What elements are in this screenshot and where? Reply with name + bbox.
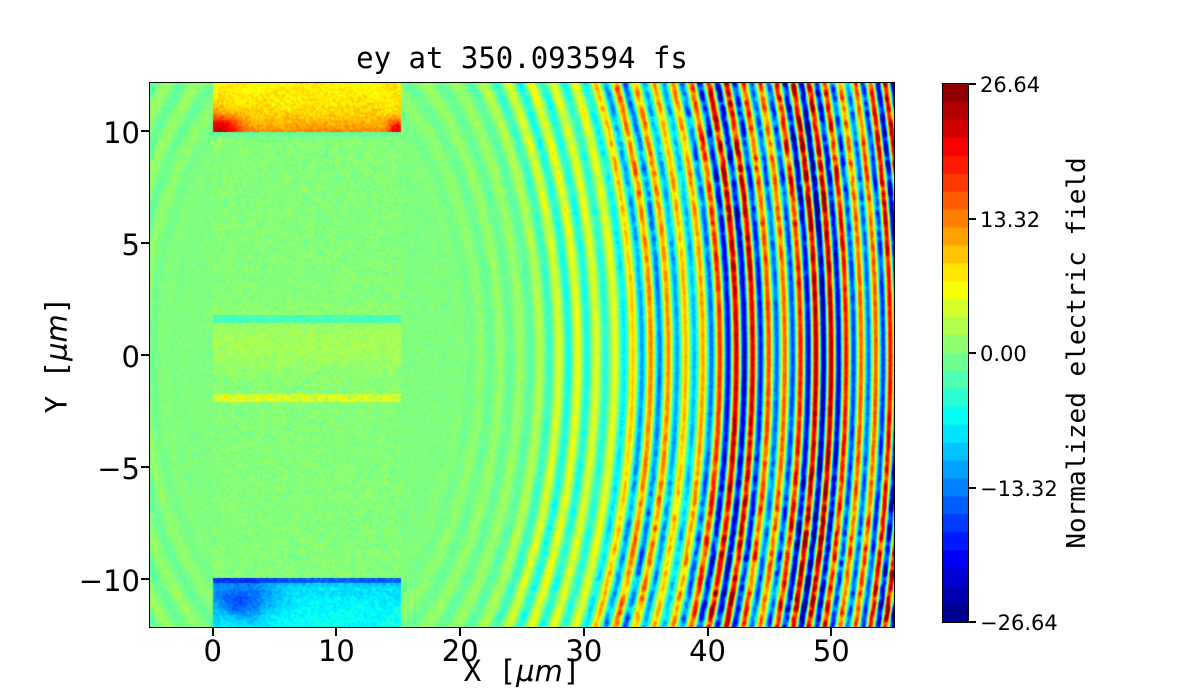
colorbar-tick-label: 13.32	[980, 207, 1041, 232]
colorbar-tick-label: 26.64	[980, 73, 1041, 97]
y-tick-label: 5	[121, 228, 140, 263]
x-axis-label-mu: μm	[516, 654, 563, 688]
colorbar-tick-mark	[969, 486, 976, 489]
colorbar-tick-label: −13.32	[980, 476, 1058, 501]
y-tick-label: −5	[97, 451, 140, 486]
colorbar-tick-mark	[969, 83, 976, 85]
y-tick-mark	[141, 130, 149, 133]
colorbar-label: Normalized electric field	[1062, 157, 1092, 549]
plot-area	[149, 82, 895, 628]
y-tick-mark	[141, 242, 149, 245]
x-tick-label: 50	[812, 634, 850, 668]
y-tick-mark	[141, 465, 149, 468]
x-axis-label-suffix: ]	[562, 654, 581, 688]
y-tick-label: 0	[121, 340, 140, 374]
x-tick-mark	[335, 628, 338, 636]
x-tick-label: 40	[689, 634, 727, 668]
y-tick-mark	[141, 577, 149, 580]
colorbar-canvas	[943, 84, 968, 622]
x-tick-label: 20	[441, 634, 479, 668]
colorbar-tick-mark	[969, 621, 976, 623]
colorbar-tick-label: −26.64	[980, 611, 1058, 635]
x-tick-mark	[830, 628, 833, 636]
heatmap-canvas	[150, 83, 894, 627]
x-tick-mark	[459, 628, 462, 636]
colorbar	[942, 83, 969, 623]
y-tick-label: 10	[103, 116, 140, 151]
colorbar-tick-mark	[969, 217, 976, 220]
x-axis-label: X [μm]	[150, 657, 894, 686]
x-tick-label: 30	[565, 634, 603, 668]
y-tick-mark	[141, 354, 149, 356]
x-tick-mark	[211, 628, 214, 636]
x-axis-label-prefix: X [	[463, 654, 517, 688]
x-tick-label: 10	[317, 634, 355, 668]
x-tick-label: 0	[203, 634, 222, 668]
x-tick-mark	[706, 628, 709, 636]
colorbar-tick-label: 0.00	[980, 342, 1027, 366]
y-tick-label: −10	[78, 563, 140, 598]
colorbar-tick-mark	[969, 352, 976, 354]
x-tick-mark	[582, 628, 585, 636]
y-axis-label-suffix: ]	[39, 296, 74, 315]
chart-title: ey at 350.093594 fs	[356, 41, 688, 75]
